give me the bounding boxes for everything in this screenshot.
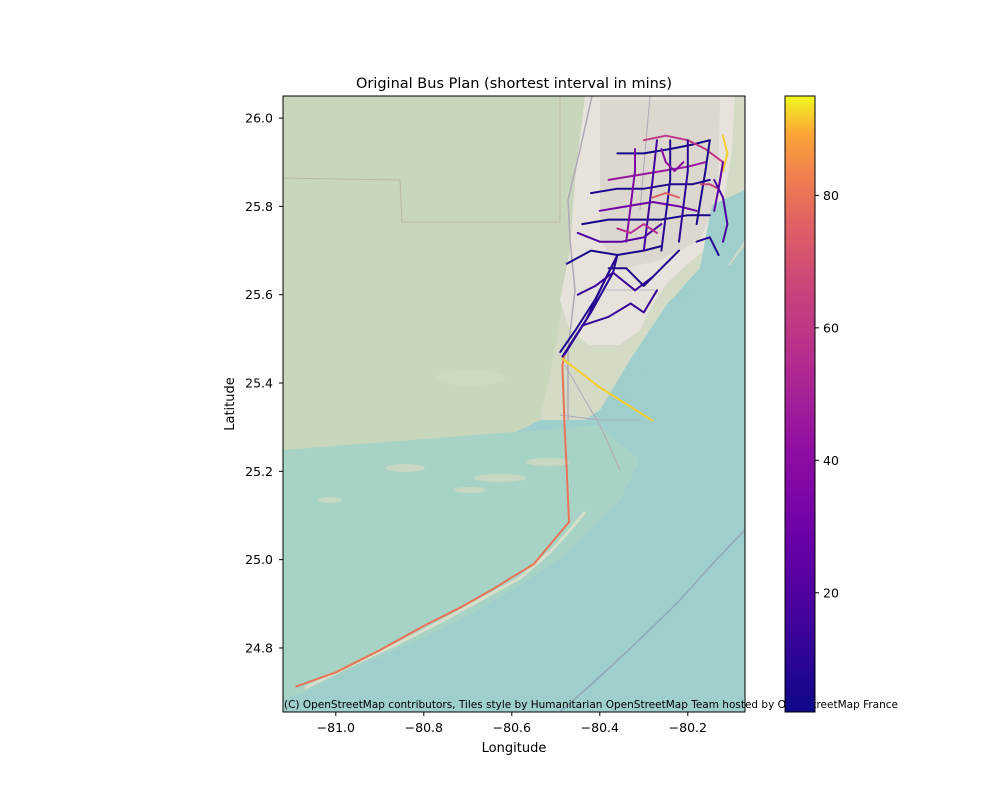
route-line: [700, 183, 720, 190]
x-tick-label: −80.2: [669, 720, 707, 735]
route-line: [607, 161, 707, 181]
x-axis-label: Longitude: [482, 741, 547, 756]
y-tick-label: 25.2: [245, 464, 273, 479]
y-tick-label: 26.0: [245, 111, 273, 126]
y-tick-label: 24.8: [245, 640, 273, 655]
route-line: [576, 271, 654, 296]
route-line: [565, 245, 663, 265]
route-line: [607, 249, 680, 287]
colorbar-tick-label: 60: [823, 320, 839, 335]
x-tick-label: −81.0: [317, 720, 355, 735]
bus-routes: [295, 134, 729, 688]
route-line: [295, 353, 570, 688]
y-axis-ticks: 24.8 25.0 25.2 25.4 25.6 25.8 26.0: [245, 111, 283, 655]
x-axis-ticks: −81.0 −80.8 −80.6 −80.4 −80.2: [317, 712, 707, 735]
x-tick-label: −80.8: [405, 720, 443, 735]
route-line: [713, 178, 729, 243]
route-line: [559, 262, 614, 354]
route-line: [695, 236, 720, 256]
y-axis-label: Latitude: [223, 377, 238, 431]
y-tick-label: 25.6: [245, 287, 273, 302]
x-tick-label: −80.6: [493, 720, 531, 735]
x-tick-label: −80.4: [581, 720, 619, 735]
route-line: [642, 139, 658, 252]
route-line: [561, 357, 654, 422]
route-line: [590, 178, 711, 195]
colorbar-ticks: 20 40 60 80: [815, 188, 839, 600]
y-tick-label: 25.4: [245, 376, 273, 391]
route-line: [651, 192, 680, 199]
colorbar-tick-label: 40: [823, 453, 839, 468]
route-line: [581, 289, 658, 327]
route-line: [616, 223, 658, 234]
route-line: [660, 139, 672, 252]
chart-title: Original Bus Plan (shortest interval in …: [356, 76, 672, 92]
colorbar: [784, 95, 816, 713]
y-tick-label: 25.0: [245, 552, 273, 567]
route-line: [660, 148, 685, 173]
colorbar-tick-label: 20: [823, 585, 839, 600]
axes-frame: [282, 95, 746, 713]
attribution-text: (C) OpenStreetMap contributors, Tiles st…: [284, 699, 898, 711]
basemap: [283, 96, 745, 712]
route-line: [722, 134, 729, 173]
route-line: [576, 223, 663, 243]
y-tick-label: 25.8: [245, 199, 273, 214]
route-line: [598, 201, 698, 212]
route-line: [678, 139, 689, 243]
route-line: [625, 148, 636, 243]
colorbar-tick-label: 80: [823, 188, 839, 203]
